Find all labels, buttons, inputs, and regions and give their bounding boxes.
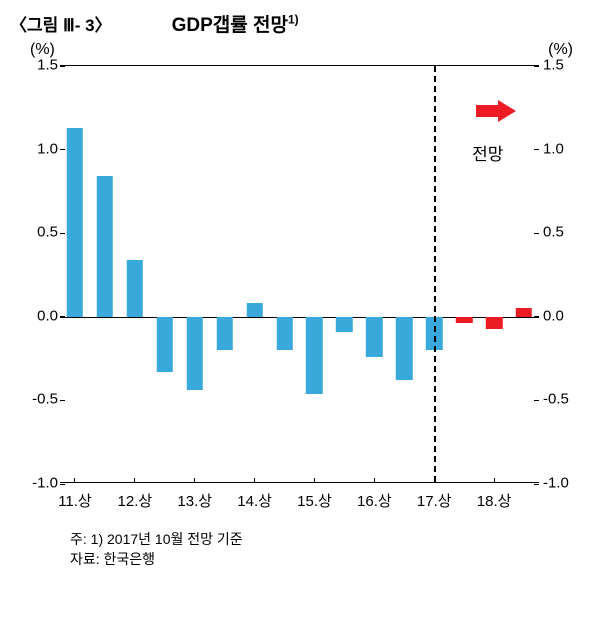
bar <box>127 260 143 317</box>
x-tickmark <box>194 478 195 483</box>
y-tick-right: 0.5 <box>543 224 564 241</box>
x-tickmark <box>314 478 315 483</box>
y-tick-right: 1.0 <box>543 140 564 157</box>
y-tick-left: -0.5 <box>32 391 58 408</box>
x-tick-label: 15.상 <box>297 490 332 511</box>
x-tickmark <box>374 478 375 483</box>
y-tickmark-right <box>534 484 539 485</box>
bar <box>486 317 502 329</box>
y-tickmark-right <box>534 233 539 234</box>
y-tick-right: 1.5 <box>543 57 564 74</box>
x-tick-label: 13.상 <box>177 490 212 511</box>
bar <box>216 317 232 350</box>
bar <box>276 317 292 350</box>
y-tickmark-left <box>60 484 65 485</box>
y-tickmark-right <box>534 66 539 67</box>
y-tickmark-left <box>60 316 65 317</box>
y-tickmark-left <box>60 149 65 150</box>
figure-title: GDP갭률 전망1) <box>172 10 299 37</box>
bar <box>516 308 532 316</box>
y-tick-right: -1.0 <box>543 475 569 492</box>
y-tick-left: -1.0 <box>32 475 58 492</box>
title-sup: 1) <box>288 13 299 27</box>
bar <box>336 317 352 332</box>
x-tick-label: 16.상 <box>357 490 392 511</box>
bar <box>97 176 113 316</box>
x-tick-label: 11.상 <box>58 490 92 511</box>
y-tickmark-left <box>60 400 65 401</box>
y-tick-right: 0.0 <box>543 307 564 324</box>
footnotes: 주: 1) 2017년 10월 전망 기준 자료: 한국은행 <box>70 529 583 570</box>
footnote-source: 자료: 한국은행 <box>70 549 583 569</box>
y-tick-left: 0.0 <box>37 307 58 324</box>
x-tickmark <box>254 478 255 483</box>
y-tickmark-right <box>534 316 539 317</box>
gdp-gap-chart: (%) (%) 전망 -1.0-1.0-0.5-0.50.00.00.50.51… <box>10 43 583 523</box>
y-tickmark-right <box>534 400 539 401</box>
forecast-divider <box>434 66 436 482</box>
bar <box>67 128 83 317</box>
figure-header: 〈그림 Ⅲ- 3〉 GDP갭률 전망1) <box>10 10 583 43</box>
y-tick-right: -0.5 <box>543 391 569 408</box>
x-tickmark <box>134 478 135 483</box>
x-tick-label: 12.상 <box>118 490 153 511</box>
x-tick-label: 14.상 <box>237 490 272 511</box>
bar <box>306 317 322 394</box>
plot-area: 전망 <box>60 65 539 483</box>
bar <box>246 303 262 316</box>
y-tickmark-left <box>60 233 65 234</box>
bar <box>366 317 382 357</box>
x-tickmark <box>494 478 495 483</box>
bar <box>157 317 173 372</box>
bar <box>186 317 202 391</box>
x-tick-label: 17.상 <box>417 490 452 511</box>
x-tick-label: 18.상 <box>477 490 512 511</box>
y-tick-left: 1.5 <box>37 57 58 74</box>
y-tick-left: 1.0 <box>37 140 58 157</box>
title-text: GDP갭률 전망 <box>172 15 288 36</box>
footnote-note: 주: 1) 2017년 10월 전망 기준 <box>70 529 583 549</box>
y-tickmark-left <box>60 66 65 67</box>
forecast-label: 전망 <box>472 140 503 165</box>
bar <box>456 317 472 324</box>
x-tickmark <box>74 478 75 483</box>
forecast-arrow-icon <box>476 100 520 122</box>
y-tickmark-right <box>534 149 539 150</box>
bar <box>396 317 412 381</box>
figure-number: 〈그림 Ⅲ- 3〉 <box>10 11 112 36</box>
y-tick-left: 0.5 <box>37 224 58 241</box>
